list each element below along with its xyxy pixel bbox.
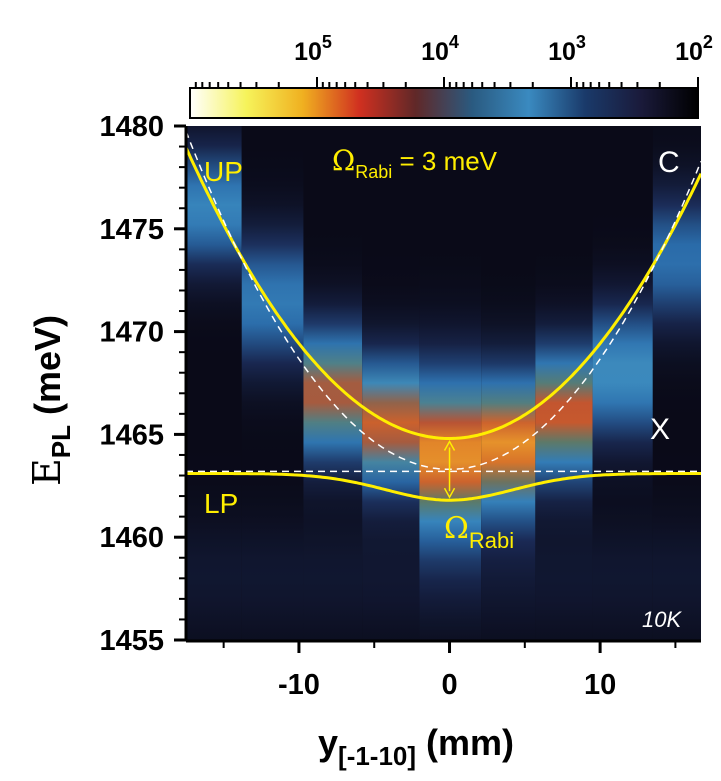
rabi-eq-rest: = 3 meV <box>392 146 497 176</box>
colorbar-tick-label: 102 <box>675 32 713 66</box>
y-axis-title-unit: (meV) <box>27 315 68 425</box>
x-tick-label: 0 <box>441 669 457 701</box>
heatmap-column <box>592 126 653 640</box>
annotation-x: X <box>650 413 670 446</box>
y-tick-label: 1460 <box>99 522 164 554</box>
colorbar-tick-label: 104 <box>421 32 459 66</box>
colorbar: 105 104 103 102 <box>189 32 713 119</box>
annotation-temperature: 10K <box>642 607 682 632</box>
heatmap-column <box>652 126 701 640</box>
heatmap-column <box>241 126 304 640</box>
y-tick-label: 1470 <box>99 317 164 349</box>
x-axis-title-main: y <box>318 722 338 763</box>
colorbar-ticks <box>194 77 699 88</box>
rabi-eq-symbol: Ω <box>332 144 355 177</box>
colorbar-tick-base: 10 <box>675 38 703 66</box>
upper-polariton-curve <box>186 146 701 440</box>
x-axis-title-sub: [-1-10] <box>338 741 416 771</box>
lower-polariton-curve <box>186 472 701 502</box>
colorbar-tick-label: 105 <box>294 32 332 66</box>
rabi-arrow-head-top <box>443 439 456 451</box>
x-axis-title-unit: (mm) <box>416 722 514 763</box>
x-axis-title: y[-1-10] (mm) <box>318 722 514 771</box>
y-axis-title-main: E <box>25 458 69 486</box>
annotation-up: UP <box>204 156 243 187</box>
rabi-arrow-head-bottom <box>443 487 456 499</box>
colorbar-tick-exponent: 3 <box>576 32 586 52</box>
colorbar-bar <box>189 87 699 119</box>
colorbar-tick-exponent: 2 <box>703 32 713 52</box>
annotation-lp: LP <box>204 488 238 519</box>
annotation-c: C <box>658 146 680 179</box>
rabi-eq-subscript: Rabi <box>355 162 392 182</box>
y-tick-label: 1465 <box>99 419 164 451</box>
colorbar-tick-base: 10 <box>294 38 322 66</box>
colorbar-tick-base: 10 <box>548 38 576 66</box>
heatmap-column <box>419 126 482 640</box>
heatmap-columns <box>186 126 701 640</box>
annotation-rabi-equation: ΩRabi = 3 meV <box>332 144 498 182</box>
heatmap-column <box>481 126 536 640</box>
rabi-subscript: Rabi <box>469 528 514 553</box>
rabi-symbol: Ω <box>444 511 469 546</box>
y-axis-title: EPL (meV) <box>25 315 76 486</box>
y-tick-label: 1475 <box>99 214 164 246</box>
y-tick-label: 1455 <box>99 625 164 657</box>
y-tick-label: 1480 <box>99 111 164 143</box>
colorbar-tick-exponent: 5 <box>322 32 332 52</box>
axes: 1455 1460 1465 1470 1475 1480 -10 0 10 <box>99 111 701 701</box>
x-tick-label: 10 <box>584 669 616 701</box>
heatmap-plot <box>186 126 701 640</box>
x-axis-ticks: -10 0 10 <box>222 641 677 701</box>
y-axis-title-sub: PL <box>46 425 76 458</box>
colorbar-tick-exponent: 4 <box>449 32 459 52</box>
dispersion-curves <box>186 130 701 502</box>
annotation-rabi: ΩRabi <box>444 511 514 553</box>
rabi-arrow <box>443 439 456 499</box>
x-tick-label: -10 <box>278 669 320 701</box>
colorbar-tick-label: 103 <box>548 32 586 66</box>
colorbar-tick-labels: 105 104 103 102 <box>294 32 713 66</box>
heatmap-column <box>362 126 420 640</box>
colorbar-tick-base: 10 <box>421 38 449 66</box>
y-axis-ticks: 1455 1460 1465 1470 1475 1480 <box>99 111 186 657</box>
heatmap-column <box>186 126 242 640</box>
